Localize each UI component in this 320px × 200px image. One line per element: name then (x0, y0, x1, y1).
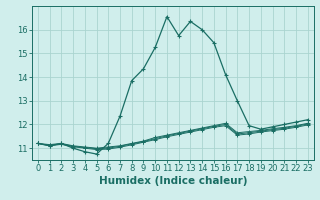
X-axis label: Humidex (Indice chaleur): Humidex (Indice chaleur) (99, 176, 247, 186)
